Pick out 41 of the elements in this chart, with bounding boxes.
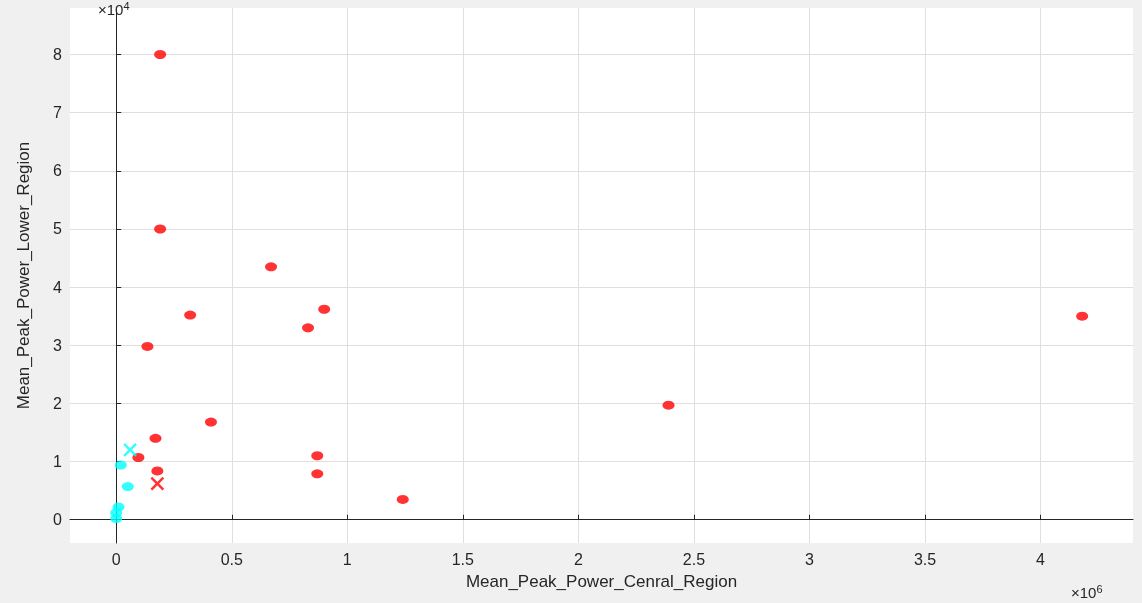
point [132, 453, 145, 463]
point [122, 442, 138, 458]
x-tick-label: 2 [573, 550, 583, 568]
point [154, 50, 167, 60]
x-tick-label: 2.5 [682, 550, 706, 568]
point [311, 451, 324, 461]
x-tick-label: 1.5 [451, 550, 475, 568]
point [149, 433, 162, 443]
point [302, 323, 315, 333]
point [141, 341, 154, 351]
y-tick-label: 1 [53, 453, 63, 471]
point [150, 476, 165, 491]
y-tick-label: 6 [53, 162, 63, 180]
y-tick-label: 0 [53, 511, 63, 529]
point [151, 466, 164, 476]
point [265, 262, 278, 272]
x-tick-label: 1 [342, 550, 352, 568]
x-tick-label: 0 [111, 550, 121, 568]
y-tick-label: 8 [53, 46, 63, 64]
y-tick-label: 5 [53, 220, 63, 238]
y-tick-label: 3 [53, 336, 63, 354]
y-tick-label: 2 [53, 394, 63, 412]
point [396, 494, 409, 504]
x-tick-label: 3.5 [913, 550, 937, 568]
point [204, 417, 217, 427]
point [662, 400, 675, 410]
point [121, 482, 134, 492]
x-axis-title: Mean_Peak_Power_Cenral_Region [465, 572, 738, 591]
x-tick-label: 3 [805, 550, 815, 568]
point [114, 460, 127, 470]
x-tick-label: 0.5 [220, 550, 243, 568]
point [154, 224, 167, 234]
y-axis-title: Mean_Peak_Power_Lower_Region [14, 141, 33, 410]
x-tick-label: 4 [1036, 550, 1046, 568]
point [184, 310, 197, 320]
point [110, 514, 123, 524]
y-tick-label: 4 [53, 278, 63, 296]
point [311, 469, 324, 479]
point [1076, 311, 1089, 321]
point [318, 304, 331, 314]
y-tick-label: 7 [53, 104, 63, 122]
